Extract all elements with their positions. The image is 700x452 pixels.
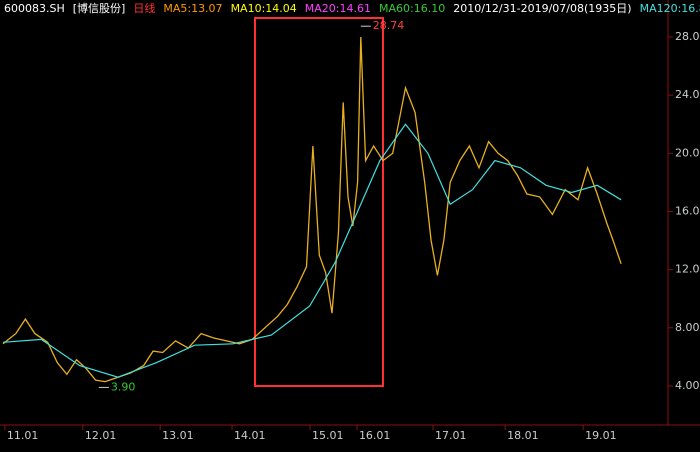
header-text: 2010/12/31-2019/07/08(1935日) xyxy=(453,2,631,15)
x-tick-label: 11.01 xyxy=(7,429,39,442)
legend-entry: MA120:16.87 xyxy=(640,2,700,15)
price-line xyxy=(2,123,622,378)
header-text: MA5:13.07 xyxy=(163,2,222,15)
annotation-label: 3.90 xyxy=(111,380,136,393)
header-text: MA60:16.10 xyxy=(379,2,445,15)
header-text: 日线 xyxy=(133,1,155,15)
x-tick-label: 13.01 xyxy=(162,429,194,442)
x-tick-label: 16.01 xyxy=(359,429,391,442)
annotation-label: 28.74 xyxy=(373,19,405,32)
y-tick-label: 4.00 xyxy=(675,379,700,392)
highlight-box xyxy=(254,17,384,387)
x-tick-label: 18.01 xyxy=(507,429,538,442)
header-text: 600083.SH xyxy=(4,2,65,15)
y-tick-label: 12.00 xyxy=(675,263,700,276)
y-tick-label: 24.00 xyxy=(675,88,700,101)
y-tick-label: 16.00 xyxy=(675,204,700,217)
y-tick-label: 8.00 xyxy=(675,321,700,334)
x-tick-label: 15.01 xyxy=(312,429,344,442)
price-line xyxy=(2,36,622,383)
header-text: MA10:14.04 xyxy=(231,2,297,15)
header-text: [博信股份] xyxy=(73,2,126,15)
x-tick-label: 12.01 xyxy=(85,429,117,442)
y-tick-label: 28.00 xyxy=(675,30,700,43)
y-tick-label: 20.00 xyxy=(675,146,700,159)
x-tick-label: 17.01 xyxy=(435,429,467,442)
header-text: MA20:14.61 xyxy=(305,2,371,15)
x-tick-label: 19.01 xyxy=(585,429,617,442)
x-tick-label: 14.01 xyxy=(234,429,266,442)
